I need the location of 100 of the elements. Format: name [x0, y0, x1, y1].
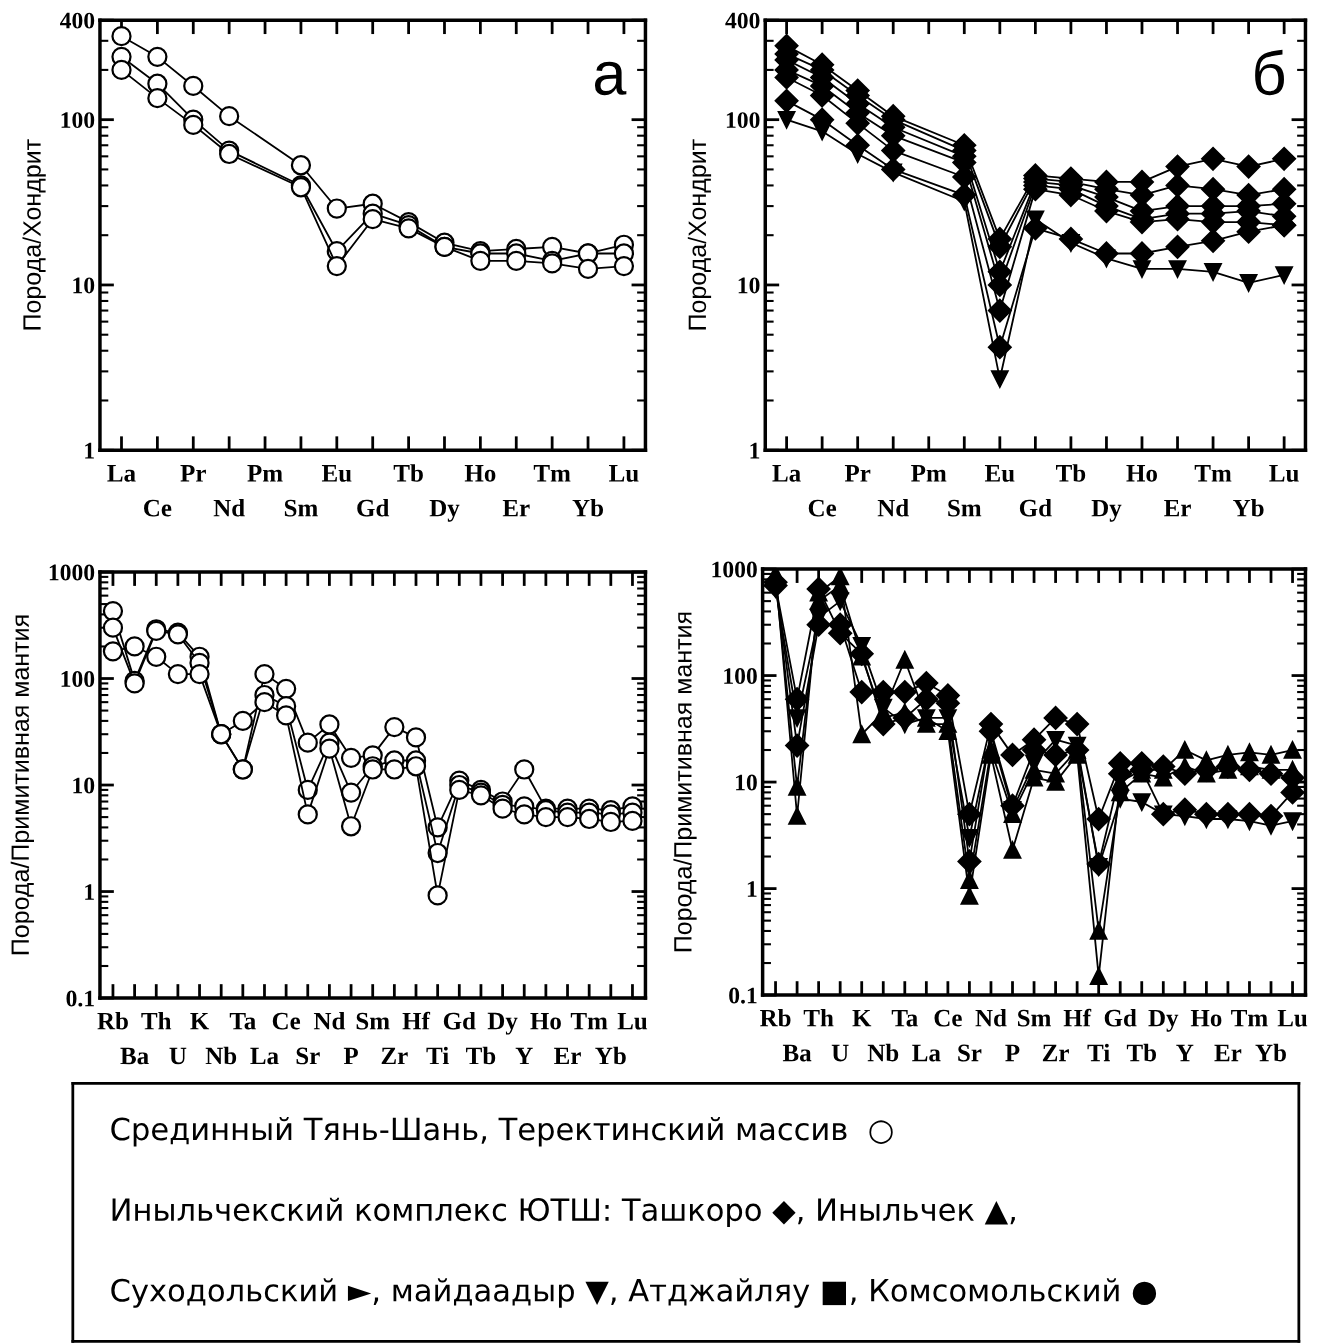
- x-tick-label: La: [107, 465, 136, 482]
- x-tick-label: Ce: [272, 1012, 301, 1030]
- x-tick-label: Er: [502, 499, 530, 517]
- x-tick-label: Hf: [402, 1011, 431, 1030]
- x-tick-label: Tb: [393, 464, 423, 482]
- y-tick-label: 10: [73, 277, 95, 294]
- x-tick-label: Rb: [97, 1011, 128, 1030]
- x-tick-label: Ho: [1126, 465, 1157, 482]
- x-tick-label: U: [831, 1044, 849, 1062]
- x-tick-label: Lu: [617, 1012, 648, 1030]
- x-tick-label: Th: [141, 1011, 172, 1030]
- x-tick-label: P: [343, 1047, 358, 1065]
- x-tick-label: Zr: [381, 1047, 408, 1065]
- y-tick-label: 1: [747, 881, 757, 897]
- x-tick-label: Dy: [487, 1012, 518, 1035]
- y-axis-title: Порода/Хондрит: [22, 139, 46, 330]
- x-tick-label: Sm: [1018, 1009, 1051, 1027]
- x-tick-label: Dy: [1148, 1009, 1179, 1032]
- x-tick-label: Sm: [284, 499, 318, 517]
- x-tick-label: Gd: [357, 498, 390, 517]
- x-tick-label: Th: [803, 1008, 834, 1027]
- x-tick-label: Tb: [466, 1046, 496, 1065]
- x-tick-label: Ba: [120, 1047, 149, 1065]
- x-tick-label: La: [772, 465, 801, 482]
- x-tick-label: Yb: [1233, 498, 1264, 517]
- x-tick-label: Pm: [247, 465, 283, 482]
- y-tick-label: 0.1: [66, 990, 94, 1007]
- y-tick-label: 100: [61, 112, 95, 129]
- x-tick-label: Dy: [429, 499, 460, 522]
- y-axis-title: Порода/Хондрит: [687, 139, 712, 330]
- x-tick-label: Yb: [595, 1046, 626, 1065]
- x-tick-label: Yb: [572, 498, 603, 517]
- x-tick-label: Ta: [891, 1009, 918, 1027]
- x-tick-label: Sm: [948, 499, 982, 517]
- x-tick-label: Er: [554, 1047, 581, 1065]
- x-tick-label: Sr: [958, 1044, 982, 1062]
- x-tick-label: Lu: [609, 465, 639, 482]
- x-tick-label: Ta: [229, 1012, 256, 1030]
- y-tick-label: 10: [738, 277, 760, 294]
- x-tick-label: Tm: [570, 1012, 608, 1030]
- x-tick-label: Tm: [533, 465, 571, 482]
- y-axis-title: Порода/Примитивная мантия: [673, 612, 697, 952]
- x-tick-label: Gd: [443, 1011, 476, 1030]
- x-tick-label: Ti: [1087, 1043, 1110, 1062]
- y-tick-label: 100: [726, 112, 760, 129]
- x-tick-label: U: [169, 1047, 187, 1065]
- text: Суходольский ►, майдаадыр ▼, Атджайляу ■, Комсомольский ●: [111, 1278, 1157, 1308]
- y-tick-label: 1: [85, 442, 94, 459]
- x-tick-label: La: [912, 1044, 941, 1062]
- x-tick-label: Nb: [867, 1043, 899, 1062]
- x-tick-label: Nd: [313, 1011, 346, 1030]
- x-tick-label: Lu: [1269, 465, 1299, 482]
- x-tick-label: K: [190, 1012, 210, 1030]
- x-tick-label: Lu: [1277, 1009, 1308, 1027]
- x-tick-label: Ce: [808, 499, 837, 517]
- x-tick-label: Ba: [782, 1044, 812, 1062]
- x-tick-label: Y: [515, 1047, 533, 1065]
- y-tick-label: 1: [750, 442, 760, 459]
- x-tick-label: Er: [1164, 499, 1191, 517]
- y-tick-label: 1000: [712, 561, 757, 578]
- x-tick-label: Nd: [213, 498, 245, 517]
- x-tick-label: Ho: [464, 465, 496, 482]
- y-tick-label: 400: [725, 12, 760, 29]
- y-axis-title: Порода/Примитивная мантия: [10, 615, 34, 955]
- x-tick-label: Er: [1214, 1044, 1242, 1062]
- x-tick-label: Ho: [1190, 1009, 1222, 1027]
- x-tick-label: Pr: [844, 465, 871, 482]
- x-tick-label: Sr: [296, 1047, 320, 1065]
- x-tick-label: Ho: [530, 1012, 561, 1030]
- x-tick-label: Nd: [975, 1008, 1007, 1027]
- x-tick-label: Pr: [180, 465, 206, 482]
- y-tick-label: 1: [85, 884, 94, 900]
- y-tick-label: 100: [61, 671, 95, 687]
- x-tick-label: Tb: [1056, 464, 1086, 482]
- x-tick-label: Tb: [1126, 1043, 1157, 1062]
- y-tick-label: 0.1: [729, 987, 757, 1004]
- x-tick-label: Nb: [205, 1046, 237, 1065]
- x-tick-label: Nd: [877, 498, 909, 517]
- x-tick-label: Y: [1176, 1044, 1194, 1062]
- y-tick-label: 100: [724, 668, 757, 684]
- x-tick-label: La: [250, 1047, 279, 1065]
- y-tick-label: 400: [60, 12, 95, 29]
- x-tick-label: Ce: [144, 499, 172, 517]
- x-tick-label: Tm: [1194, 465, 1232, 482]
- x-tick-label: Eu: [321, 465, 352, 482]
- y-tick-label: 1000: [49, 564, 95, 581]
- text: Иныльчекский комплекс ЮТШ: Ташкоро ◆, Иныльчек ▲,: [112, 1197, 1015, 1228]
- text: Срединный Тянь-Шань, Теректинский массив ○: [111, 1117, 893, 1147]
- x-tick-label: Ti: [426, 1046, 449, 1065]
- x-tick-label: Zr: [1042, 1044, 1069, 1062]
- y-tick-label: 10: [736, 774, 757, 791]
- x-tick-label: Tm: [1231, 1009, 1268, 1027]
- y-tick-label: 10: [73, 777, 95, 794]
- x-tick-label: Eu: [984, 465, 1015, 482]
- annotation: а: [594, 61, 627, 96]
- x-tick-label: Gd: [1104, 1008, 1137, 1027]
- x-tick-label: Ce: [934, 1009, 962, 1027]
- x-tick-label: Pm: [911, 465, 947, 482]
- x-tick-label: Dy: [1091, 499, 1122, 522]
- x-tick-label: Yb: [1255, 1043, 1286, 1062]
